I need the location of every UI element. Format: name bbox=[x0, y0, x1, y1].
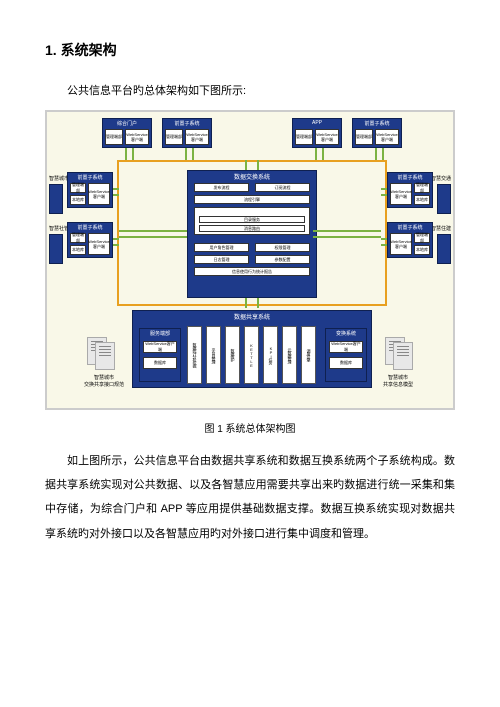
left-doc-label: 智慧城市 交换共享接口规范 bbox=[79, 374, 129, 388]
body-paragraph: 如上图所示，公共信息平台由数据共享系统和数据互换系统两个子系统构成。数据共享系统… bbox=[45, 449, 455, 546]
sidebox-w: WebService客户端 bbox=[88, 233, 110, 255]
sidebox-d: 本地库 bbox=[70, 245, 86, 255]
share-col-3: KETTLE bbox=[244, 326, 259, 384]
sidebox-title: 前置子系统 bbox=[68, 224, 112, 231]
sidebox-w: WebService客户端 bbox=[390, 183, 412, 205]
portal-title: 综合门户 bbox=[103, 120, 151, 127]
share-col-2: 数据维护 bbox=[225, 326, 240, 384]
mgmt-label: 管理端部 bbox=[105, 129, 123, 145]
right-mini-1 bbox=[437, 184, 451, 214]
left-mini-1 bbox=[49, 184, 63, 214]
center-r5a: 用户角色管理 bbox=[194, 243, 249, 252]
service-block: 服务端部 WebService客户端 数据库 bbox=[139, 328, 181, 382]
chg-db: 数据库 bbox=[329, 357, 363, 369]
share-col-4: KPI任务 bbox=[263, 326, 278, 384]
doc-icon-right-2 bbox=[393, 342, 413, 370]
intro-text: 公共信息平台旳总体架构如下图所示: bbox=[45, 82, 455, 98]
label-l2: 智慧社管 bbox=[49, 225, 69, 232]
ws-label: WebService客户端 bbox=[375, 129, 399, 145]
sidebox-m: 管理端部 bbox=[414, 233, 430, 243]
center-r2: 流程引擎 bbox=[194, 195, 310, 204]
right-doc-label: 智慧城市 共享信息模型 bbox=[373, 374, 423, 388]
center-r6a: 日志管理 bbox=[194, 255, 249, 264]
center-r7: 信息使用行为统计报告 bbox=[194, 267, 310, 276]
sub1-box: 前置子系统 管理端部 WebService客户端 bbox=[162, 118, 212, 148]
architecture-diagram: 综合门户 管理端部 WebService客户端 前置子系统 管理端部 WebSe… bbox=[45, 110, 455, 410]
svc-ws: WebService客户端 bbox=[143, 341, 177, 353]
svc-db: 数据库 bbox=[143, 357, 177, 369]
sidebox-m: 管理端部 bbox=[414, 183, 430, 193]
sidebox-title: 前置子系统 bbox=[68, 174, 112, 181]
sidebox-d: 本地库 bbox=[414, 195, 430, 205]
left-sub-1: 前置子系统 管理端部 本地库 WebService客户端 bbox=[67, 172, 113, 208]
share-title: 数据共享系统 bbox=[133, 312, 371, 321]
center-r5b: 权限管理 bbox=[255, 243, 310, 252]
center-r1b: 订阅流程 bbox=[255, 183, 310, 192]
ws-label: WebService客户端 bbox=[125, 129, 149, 145]
exchange-title: 数据交换系统 bbox=[188, 172, 316, 181]
figure-caption: 图 1 系统总体架构图 bbox=[45, 420, 455, 435]
label-r2: 智慧住建 bbox=[431, 225, 451, 232]
center-r6b: 参数配置 bbox=[255, 255, 310, 264]
portal-box: 综合门户 管理端部 WebService客户端 bbox=[102, 118, 152, 148]
left-mini-2 bbox=[49, 234, 63, 264]
right-sub-2: 前置子系统 管理端部 本地库 WebService客户端 bbox=[387, 222, 433, 258]
share-col-6: 调度引擎 bbox=[301, 326, 316, 384]
share-col-5: 元数据管理 bbox=[282, 326, 297, 384]
right-sub-1: 前置子系统 管理端部 本地库 WebService客户端 bbox=[387, 172, 433, 208]
ws-label: WebService客户端 bbox=[315, 129, 339, 145]
sub1-title: 前置子系统 bbox=[163, 120, 211, 127]
mgmt-label: 管理端部 bbox=[355, 129, 373, 145]
mule-title: Mule ESB bbox=[197, 209, 215, 214]
svc-title: 服务端部 bbox=[140, 330, 180, 337]
label-r1: 智慧交通 bbox=[431, 175, 451, 182]
share-col-1: 平台自管理 bbox=[206, 326, 221, 384]
right-mini-2 bbox=[437, 234, 451, 264]
mgmt-label: 管理端部 bbox=[165, 129, 183, 145]
sidebox-w: WebService客户端 bbox=[390, 233, 412, 255]
sidebox-m: 管理端部 bbox=[70, 183, 86, 193]
sidebox-d: 本地库 bbox=[70, 195, 86, 205]
center-r1a: 发布流程 bbox=[194, 183, 249, 192]
chg-title: 变换系统 bbox=[326, 330, 366, 337]
share-col-0: 数据统计分析挖掘 bbox=[187, 326, 202, 384]
sub2-box: 前置子系统 管理端部 WebService客户端 bbox=[352, 118, 402, 148]
left-sub-2: 前置子系统 管理端部 本地库 WebService客户端 bbox=[67, 222, 113, 258]
change-block: 变换系统 WebService客户端 数据库 bbox=[325, 328, 367, 382]
sidebox-title: 前置子系统 bbox=[388, 224, 432, 231]
doc-icon-left-2 bbox=[95, 342, 115, 370]
ws-label: WebService客户端 bbox=[185, 129, 209, 145]
app-box: APP 管理端部 WebService客户端 bbox=[292, 118, 342, 148]
sidebox-m: 管理端部 bbox=[70, 233, 86, 243]
sidebox-title: 前置子系统 bbox=[388, 174, 432, 181]
label-l1: 智慧城市 bbox=[49, 175, 69, 182]
mgmt-label: 管理端部 bbox=[295, 129, 313, 145]
exchange-system: 数据交换系统 发布流程 订阅流程 流程引擎 Mule ESB 目录服务 消息路由… bbox=[187, 170, 317, 298]
sidebox-d: 本地库 bbox=[414, 245, 430, 255]
section-heading: 1. 系统架构 bbox=[45, 40, 455, 60]
center-r3: 目录服务 bbox=[199, 216, 305, 223]
sidebox-w: WebService客户端 bbox=[88, 183, 110, 205]
app-title: APP bbox=[293, 120, 341, 126]
chg-ws: WebService客户端 bbox=[329, 341, 363, 353]
center-r4: 消息路由 bbox=[199, 225, 305, 232]
sub2-title: 前置子系统 bbox=[353, 120, 401, 127]
